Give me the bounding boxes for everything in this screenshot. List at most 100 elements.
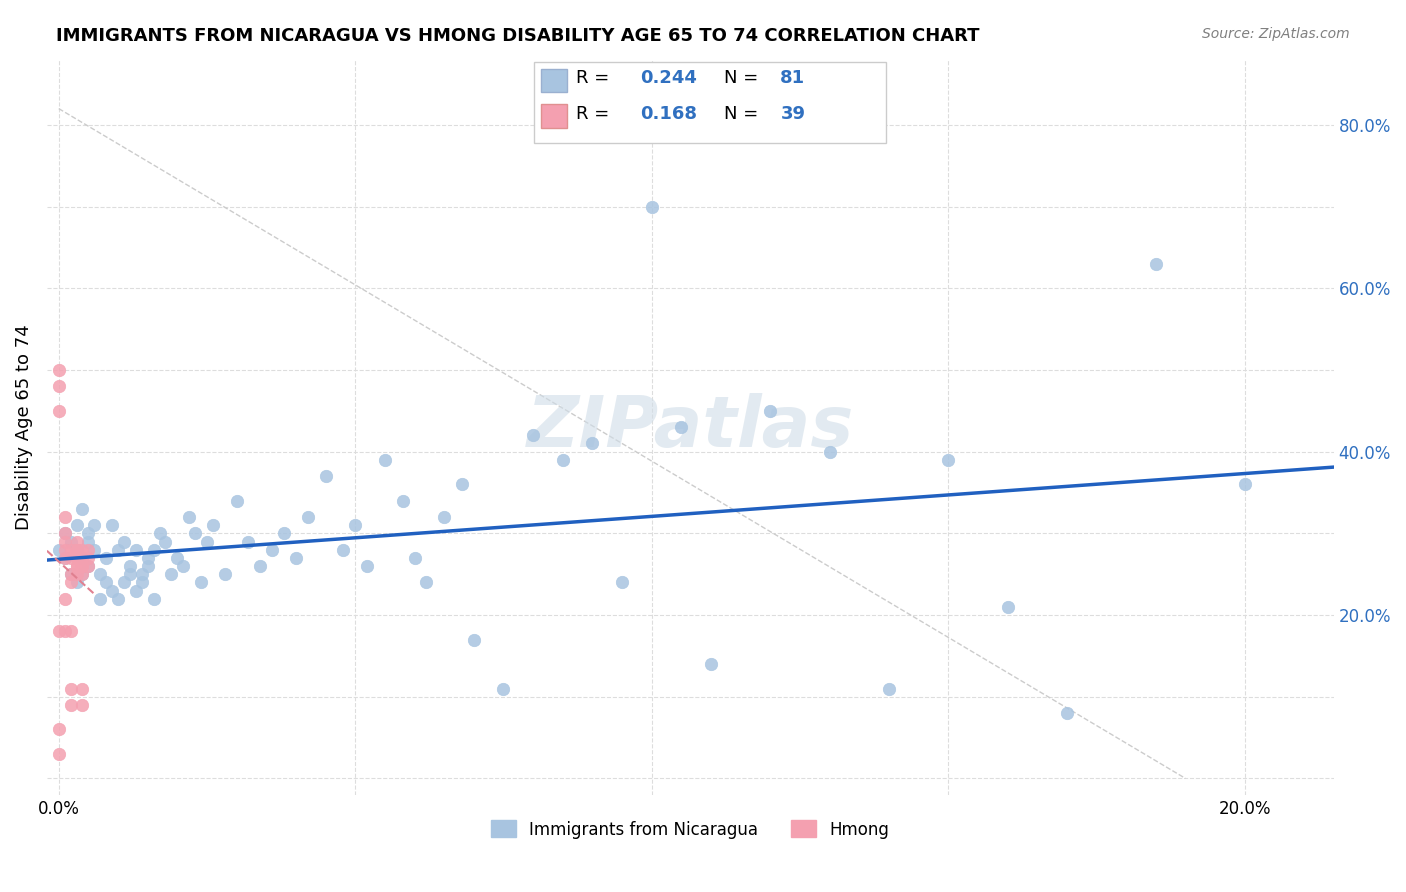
Point: [77, 550, 100, 565]
Point: [581, 436, 603, 450]
Point: [759, 404, 782, 418]
Point: [195, 534, 218, 549]
Text: R =: R =: [576, 105, 616, 123]
Point: [72, 550, 94, 565]
Point: [101, 518, 124, 533]
Point: [700, 657, 723, 671]
Point: [118, 567, 141, 582]
Point: [1056, 706, 1078, 720]
Point: [136, 550, 159, 565]
Point: [83, 518, 105, 533]
Point: [53, 526, 76, 541]
Point: [53, 624, 76, 639]
Point: [415, 575, 437, 590]
Point: [77, 559, 100, 574]
Point: [83, 542, 105, 557]
Point: [160, 567, 183, 582]
Point: [65, 518, 87, 533]
Point: [72, 501, 94, 516]
Point: [53, 542, 76, 557]
Point: [72, 550, 94, 565]
Point: [65, 567, 87, 582]
Point: [225, 493, 247, 508]
Point: [107, 591, 129, 606]
Point: [451, 477, 474, 491]
Point: [671, 420, 693, 434]
Point: [190, 575, 212, 590]
Point: [65, 542, 87, 557]
Point: [818, 444, 841, 458]
Point: [877, 681, 900, 696]
Point: [59, 542, 82, 557]
Point: [238, 534, 260, 549]
Point: [463, 632, 485, 647]
Point: [96, 575, 118, 590]
Point: [1144, 257, 1167, 271]
Point: [179, 510, 201, 524]
Point: [65, 534, 87, 549]
Point: [65, 550, 87, 565]
Point: [59, 624, 82, 639]
Point: [65, 550, 87, 565]
Point: [131, 575, 153, 590]
Point: [59, 575, 82, 590]
Point: [155, 534, 177, 549]
Point: [610, 575, 633, 590]
Point: [101, 583, 124, 598]
Point: [72, 698, 94, 712]
Point: [166, 550, 188, 565]
Point: [89, 591, 111, 606]
Point: [315, 469, 337, 483]
Point: [112, 575, 135, 590]
Point: [249, 559, 271, 574]
Point: [48, 723, 70, 737]
Text: N =: N =: [724, 105, 763, 123]
Point: [332, 542, 354, 557]
Point: [522, 428, 544, 442]
Point: [48, 363, 70, 377]
Text: Source: ZipAtlas.com: Source: ZipAtlas.com: [1202, 27, 1350, 41]
Point: [48, 379, 70, 393]
Point: [65, 542, 87, 557]
Point: [59, 567, 82, 582]
Text: N =: N =: [724, 70, 763, 87]
Legend: Immigrants from Nicaragua, Hmong: Immigrants from Nicaragua, Hmong: [484, 814, 897, 846]
Point: [273, 526, 295, 541]
Point: [201, 518, 224, 533]
Point: [53, 550, 76, 565]
Point: [118, 559, 141, 574]
Point: [344, 518, 367, 533]
Point: [142, 542, 165, 557]
Point: [131, 567, 153, 582]
Point: [284, 550, 307, 565]
Point: [1233, 477, 1256, 491]
Point: [262, 542, 284, 557]
Text: 81: 81: [780, 70, 806, 87]
Point: [65, 559, 87, 574]
Text: 0.168: 0.168: [640, 105, 697, 123]
Point: [374, 452, 396, 467]
Point: [142, 591, 165, 606]
Text: 0.244: 0.244: [640, 70, 696, 87]
Point: [59, 567, 82, 582]
Point: [77, 534, 100, 549]
Point: [936, 452, 959, 467]
Point: [433, 510, 456, 524]
Text: ZIPatlas: ZIPatlas: [527, 392, 853, 462]
Point: [65, 542, 87, 557]
Point: [65, 542, 87, 557]
Point: [551, 452, 574, 467]
Point: [391, 493, 413, 508]
Point: [48, 404, 70, 418]
Point: [89, 567, 111, 582]
Point: [112, 534, 135, 549]
Point: [297, 510, 319, 524]
Point: [148, 526, 170, 541]
Point: [72, 567, 94, 582]
Point: [997, 599, 1019, 614]
Point: [172, 559, 194, 574]
Point: [48, 624, 70, 639]
Point: [53, 534, 76, 549]
Point: [184, 526, 207, 541]
Point: [53, 591, 76, 606]
